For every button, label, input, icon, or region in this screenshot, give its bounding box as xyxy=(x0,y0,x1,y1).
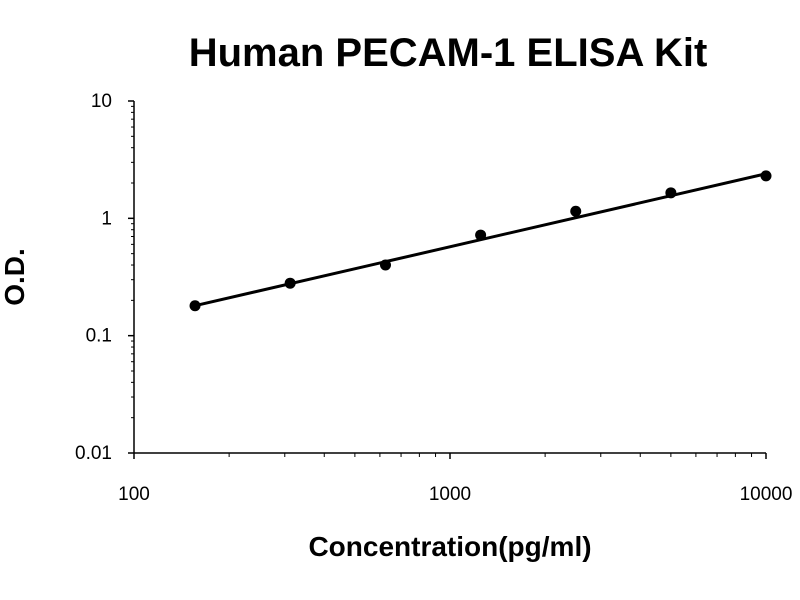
data-point xyxy=(379,259,391,271)
data-point xyxy=(665,187,677,199)
chart-title: Human PECAM-1 ELISA Kit xyxy=(189,31,708,75)
x-tick-label: 10000 xyxy=(740,484,793,505)
y-tick-label: 10 xyxy=(91,91,112,112)
data-point xyxy=(284,277,296,289)
y-axis-label: O.D. xyxy=(0,248,30,306)
x-axis-tick-labels: 100 1000 10000 xyxy=(118,484,792,505)
plot-area xyxy=(128,100,772,459)
x-tick-label: 100 xyxy=(118,484,150,505)
data-point xyxy=(189,300,201,312)
x-axis-label: Concentration(pg/ml) xyxy=(308,531,591,562)
x-tick-label: 1000 xyxy=(429,484,471,505)
y-tick-label: 0.1 xyxy=(86,326,112,347)
data-point xyxy=(475,229,487,241)
y-tick-label: 0.01 xyxy=(75,443,112,464)
data-point xyxy=(570,205,582,217)
y-tick-label: 1 xyxy=(101,208,112,229)
y-axis-tick-labels: 0.01 0.1 1 10 xyxy=(75,91,112,464)
data-point xyxy=(760,170,772,182)
